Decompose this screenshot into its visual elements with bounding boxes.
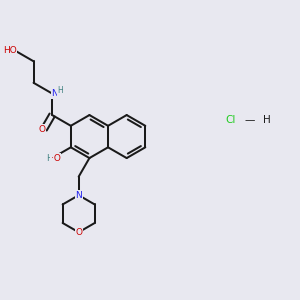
Text: H: H: [263, 115, 271, 125]
Text: O: O: [75, 228, 82, 237]
Text: O: O: [38, 124, 45, 134]
Text: Cl: Cl: [225, 115, 236, 125]
Text: N: N: [75, 191, 82, 200]
Text: —: —: [244, 115, 254, 125]
Text: ·O: ·O: [51, 154, 61, 163]
Text: HO: HO: [3, 46, 16, 55]
Text: H: H: [58, 86, 63, 95]
Text: N: N: [51, 89, 58, 98]
Text: H: H: [46, 154, 53, 163]
